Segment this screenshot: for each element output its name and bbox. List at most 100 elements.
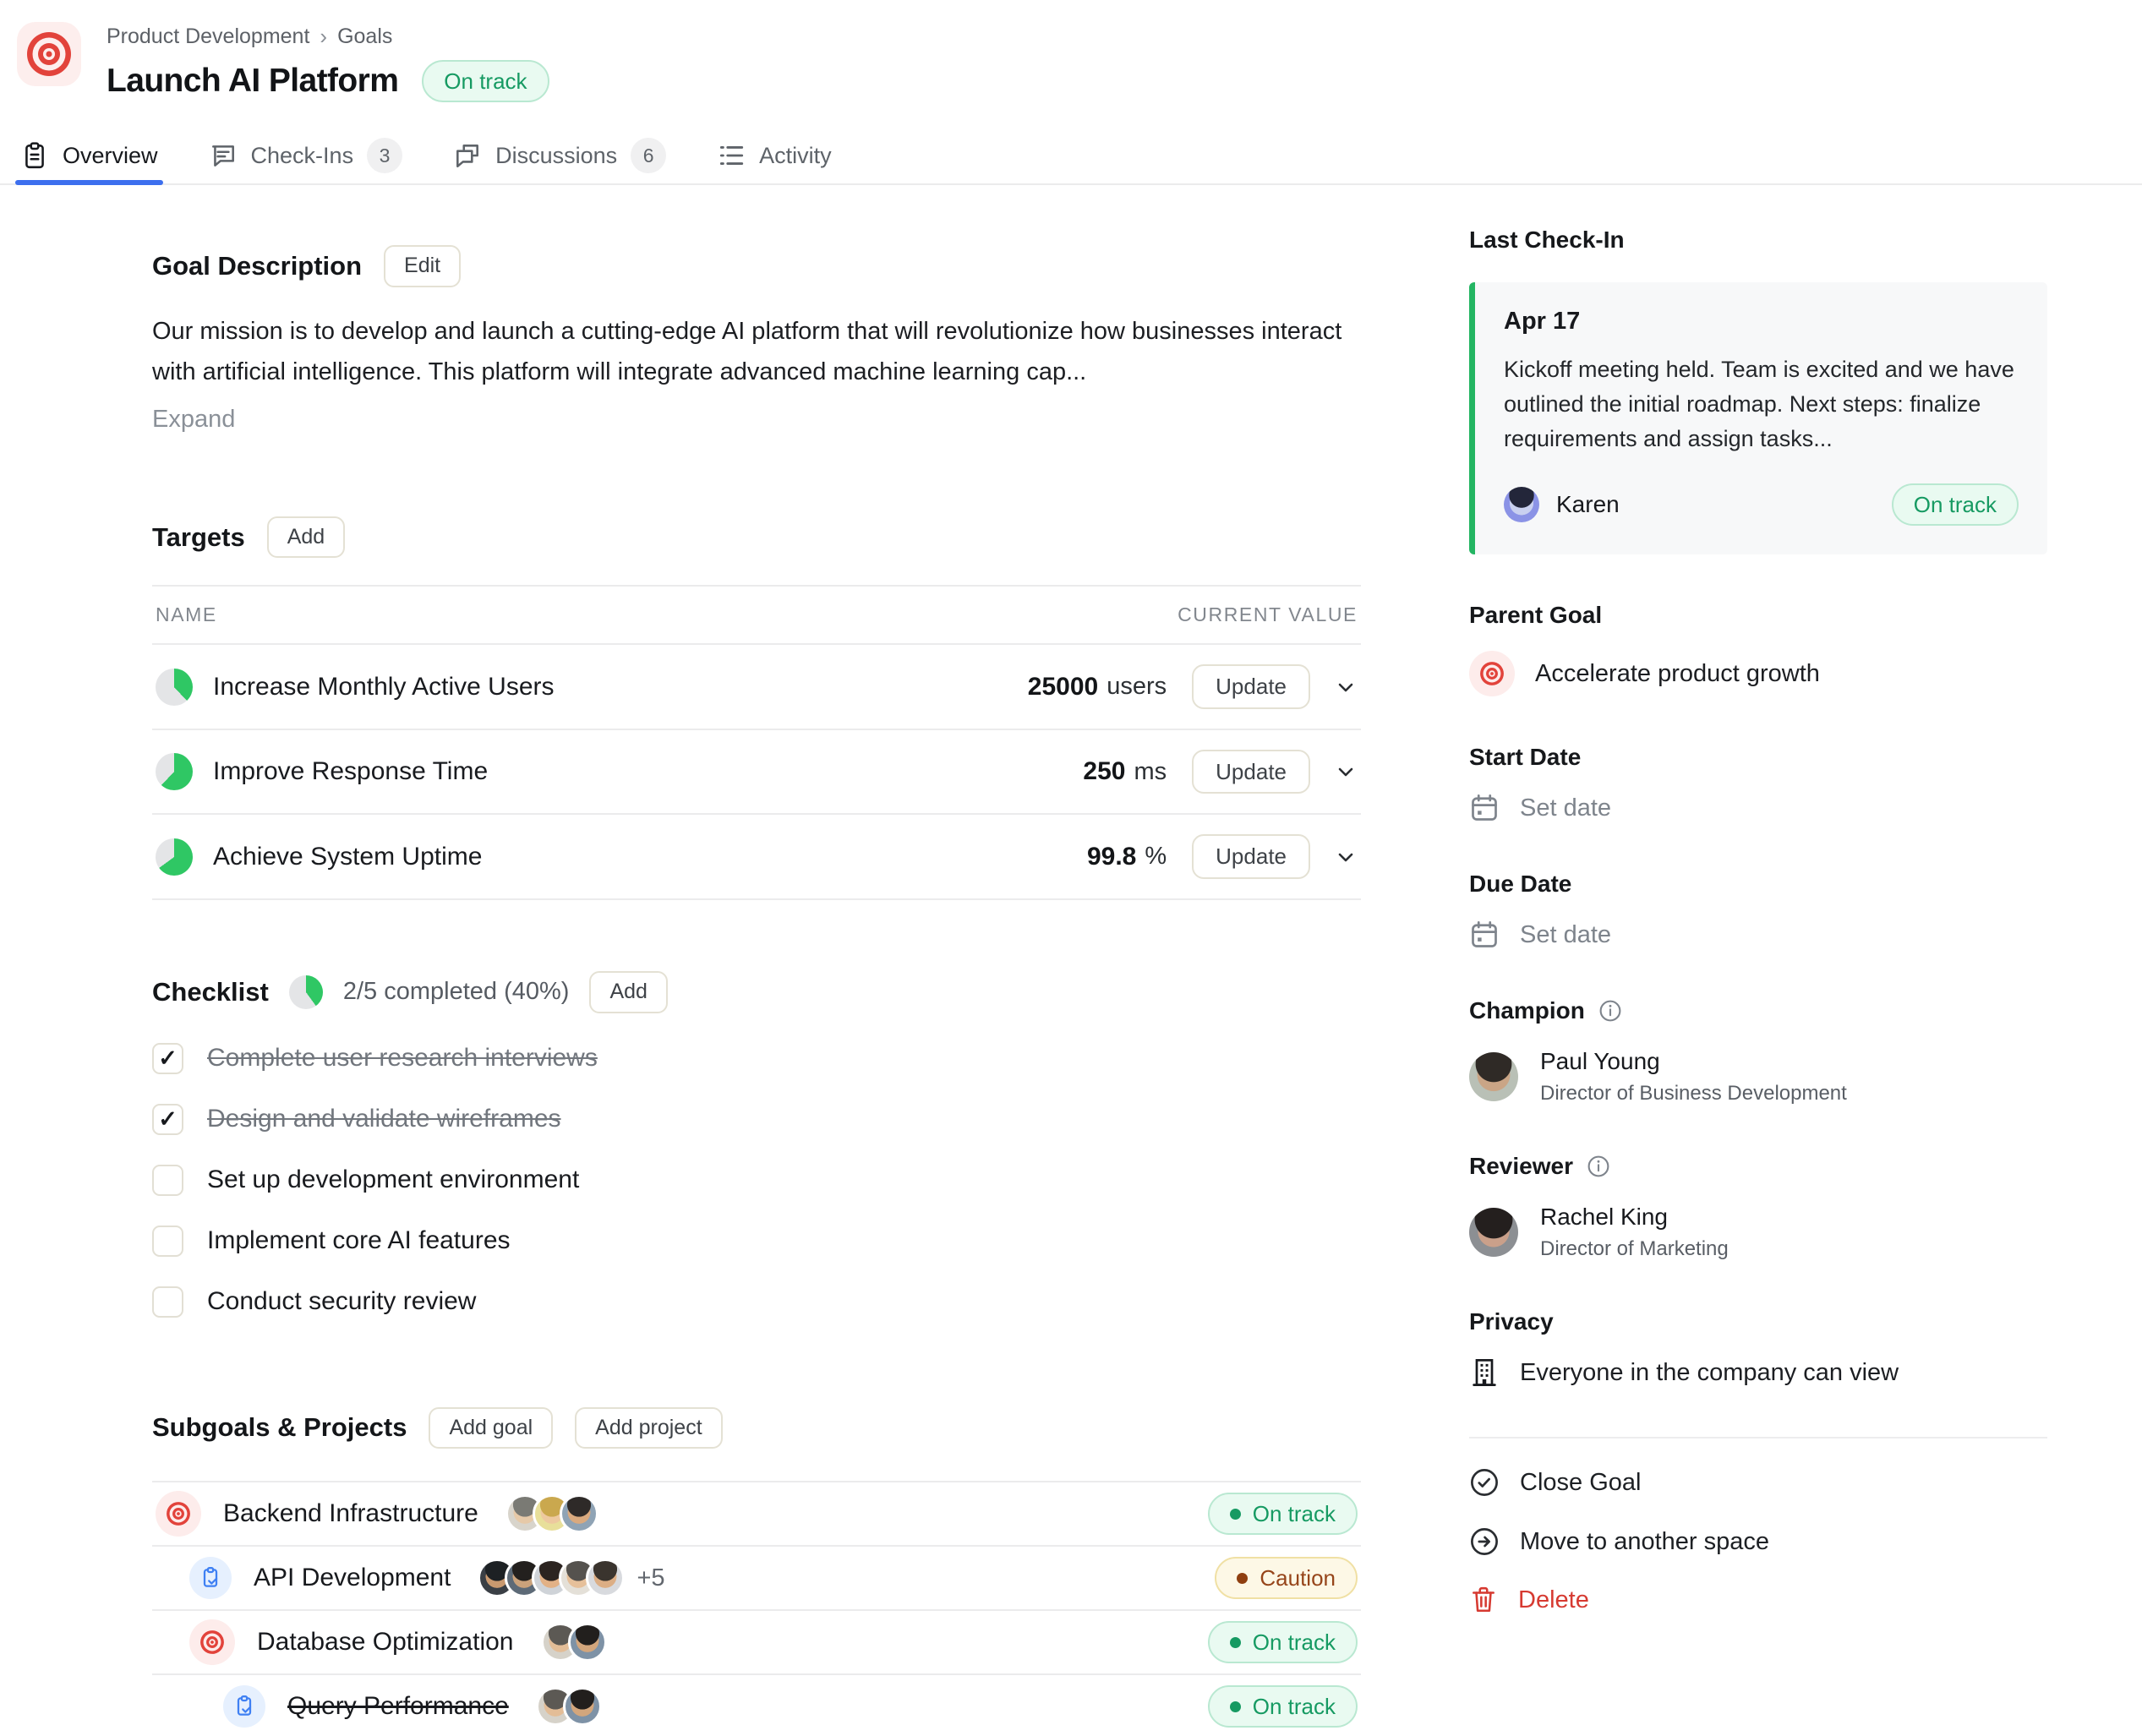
checkbox[interactable] [152,1164,183,1196]
sidebar: Last Check-In Apr 17 Kickoff meeting hel… [1469,227,2047,1614]
tab-activity[interactable]: Activity [717,128,832,183]
status-badge: On track [422,60,549,102]
add-checklist-item-button[interactable]: Add [589,971,668,1013]
goal-icon-tile [17,22,81,86]
checkbox[interactable] [152,1103,183,1135]
progress-pie-icon [156,838,193,876]
chevron-down-icon[interactable] [1334,845,1358,869]
subgoal-row[interactable]: Query Performance On track [152,1675,1361,1736]
checkbox[interactable] [152,1286,183,1318]
tab-discussions[interactable]: Discussions 6 [453,128,667,183]
targets-table-header: NAME CURRENT VALUE [152,585,1361,646]
subgoal-name: Backend Infrastructure [223,1499,478,1528]
target-row: Increase Monthly Active Users 25000 user… [152,645,1361,730]
target-unit: ms [1134,757,1167,785]
chevron-down-icon[interactable] [1334,760,1358,783]
arrow-right-circle-icon [1469,1526,1500,1557]
breadcrumb-separator: › [320,24,328,49]
subgoal-row[interactable]: Backend Infrastructure On track [152,1482,1361,1548]
status-badge: On track [1207,1493,1358,1536]
checklist-summary: 2/5 completed (40%) [342,978,570,1006]
breadcrumb-goals[interactable]: Goals [337,25,393,48]
progress-pie-icon [156,753,193,791]
checkbox[interactable] [152,1225,183,1257]
discussions-count: 6 [631,138,667,173]
target-name: Improve Response Time [213,757,489,786]
target-unit: % [1145,843,1167,871]
status-badge: Caution [1215,1557,1358,1600]
target-row: Improve Response Time 250 ms Update [152,730,1361,816]
privacy-row: Everyone in the company can view [1469,1357,2047,1388]
info-icon[interactable] [1598,999,1622,1023]
bullseye-icon [25,30,73,78]
reviewer-person[interactable]: Rachel King Director of Marketing [1469,1204,2047,1261]
champion-person[interactable]: Paul Young Director of Business Developm… [1469,1048,2047,1105]
start-date-heading: Start Date [1469,744,1582,771]
checklist-item-label: Complete user research interviews [207,1044,598,1073]
subgoal-row[interactable]: Database Optimization On track [152,1611,1361,1676]
target-name: Achieve System Uptime [213,842,483,871]
start-date-placeholder: Set date [1520,794,1612,822]
target-value: 250 [1083,757,1126,786]
tab-bar: Overview Check-Ins 3 Discussions 6 Activit… [0,128,2142,185]
avatar [1469,1208,1518,1258]
checklist-heading: Checklist [152,976,269,1007]
tab-check-ins[interactable]: Check-Ins 3 [209,128,403,183]
edit-description-button[interactable]: Edit [384,245,462,287]
privacy-text: Everyone in the company can view [1520,1358,1899,1386]
parent-goal-name: Accelerate product growth [1535,659,1820,687]
due-date-placeholder: Set date [1520,920,1612,948]
calendar-icon [1469,920,1500,950]
subgoal-row[interactable]: API Development +5 Caution [152,1547,1361,1612]
parent-goal-heading: Parent Goal [1469,602,1603,629]
avatar [562,1687,602,1727]
subgoal-name: Database Optimization [257,1628,514,1657]
checklist-item-label: Design and validate wireframes [207,1105,561,1133]
checklist-item: Set up development environment [152,1164,1361,1196]
avatar-group [478,1559,626,1598]
clipboard-icon [20,141,49,170]
checkin-text: Kickoff meeting held. Team is excited an… [1504,357,2014,452]
tab-overview[interactable]: Overview [15,128,163,185]
delete-goal-action[interactable]: Delete [1469,1586,2047,1614]
due-date-section: Due Date Set date [1469,871,2047,950]
target-name: Increase Monthly Active Users [213,672,555,701]
activity-list-icon [717,141,746,170]
status-badge: On track [1207,1621,1358,1664]
checklist-item: Design and validate wireframes [152,1103,1361,1135]
avatar [559,1494,598,1534]
last-checkin-card[interactable]: Apr 17 Kickoff meeting held. Team is exc… [1469,282,2047,555]
goal-description-text: Our mission is to develop and launch a c… [152,317,1342,385]
close-goal-action[interactable]: Close Goal [1469,1467,2047,1498]
add-goal-button[interactable]: Add goal [429,1406,554,1449]
expand-link[interactable]: Expand [152,405,236,433]
building-icon [1469,1357,1500,1388]
breadcrumb-space[interactable]: Product Development [107,25,310,48]
add-target-button[interactable]: Add [266,516,346,559]
avatar [567,1623,607,1662]
checkbox[interactable] [152,1042,183,1074]
due-date-heading: Due Date [1469,871,1572,898]
checklist-item-label: Set up development environment [207,1166,580,1194]
update-target-button[interactable]: Update [1192,664,1310,709]
status-badge: On track [1891,483,2019,527]
subgoal-name: API Development [254,1564,451,1592]
chevron-down-icon[interactable] [1334,675,1358,699]
main-column: Goal Description Edit Our mission is to … [152,227,1361,1736]
checklist-item-label: Conduct security review [207,1287,477,1316]
parent-goal-row[interactable]: Accelerate product growth [1469,651,2047,697]
info-icon[interactable] [1587,1155,1610,1178]
add-project-button[interactable]: Add project [575,1406,723,1449]
update-target-button[interactable]: Update [1192,834,1310,880]
start-date-row[interactable]: Set date [1469,793,2047,823]
champion-heading: Champion [1469,997,1585,1024]
champion-name: Paul Young [1540,1048,1660,1075]
speech-bubble-icon [209,141,238,170]
progress-pie-icon [156,668,193,706]
move-goal-action[interactable]: Move to another space [1469,1526,2047,1557]
due-date-row[interactable]: Set date [1469,920,2047,950]
delete-goal-label: Delete [1518,1586,1589,1613]
start-date-section: Start Date Set date [1469,744,2047,823]
update-target-button[interactable]: Update [1192,749,1310,794]
